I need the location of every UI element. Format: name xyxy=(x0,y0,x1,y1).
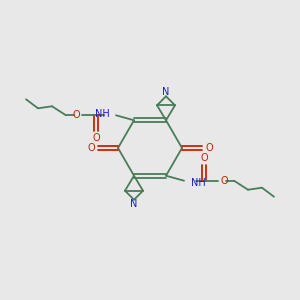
Text: O: O xyxy=(220,176,228,186)
Text: O: O xyxy=(200,153,208,163)
Text: O: O xyxy=(72,110,80,120)
Text: O: O xyxy=(87,143,95,153)
Text: O: O xyxy=(205,143,213,153)
Text: O: O xyxy=(92,133,100,143)
Text: NH: NH xyxy=(191,178,206,188)
Text: N: N xyxy=(162,87,170,97)
Text: NH: NH xyxy=(95,109,110,119)
Text: N: N xyxy=(130,199,138,209)
